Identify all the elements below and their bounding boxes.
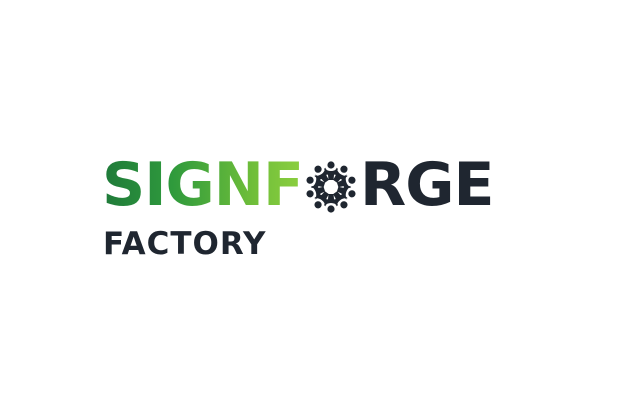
emblem-person <box>324 194 338 213</box>
emblem-person <box>306 174 326 189</box>
emblem-person <box>314 165 329 183</box>
logo-tagline: FACTORY <box>103 226 267 262</box>
emblem-person <box>333 165 348 183</box>
emblem-person <box>336 185 356 200</box>
emblem-person <box>336 174 356 189</box>
emblem-person <box>314 191 329 209</box>
signforge-factory-logo: SIGNF RGE FACTORY <box>102 150 542 270</box>
logo-word-signf: SIGNF <box>102 150 304 220</box>
people-circle-emblem-icon <box>304 160 358 214</box>
logo-wordmark: SIGNF RGE <box>102 150 494 220</box>
logo-word-rge: RGE <box>360 150 494 220</box>
emblem-person <box>306 185 326 200</box>
emblem-person <box>324 161 338 180</box>
